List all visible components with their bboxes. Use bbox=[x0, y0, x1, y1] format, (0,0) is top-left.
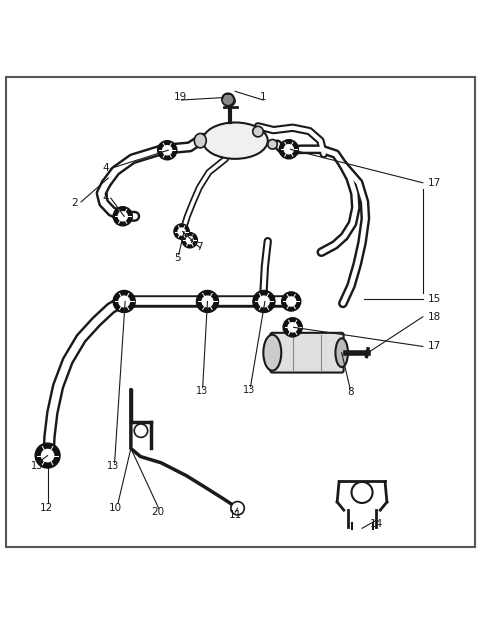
Text: 17: 17 bbox=[428, 178, 441, 188]
Text: 2: 2 bbox=[72, 198, 78, 208]
Circle shape bbox=[174, 224, 189, 239]
Text: 1: 1 bbox=[260, 92, 266, 102]
Text: 11: 11 bbox=[228, 510, 242, 520]
Circle shape bbox=[222, 93, 234, 105]
Text: 7: 7 bbox=[188, 235, 194, 245]
Ellipse shape bbox=[268, 140, 277, 149]
Circle shape bbox=[283, 318, 302, 337]
Circle shape bbox=[35, 443, 60, 468]
Text: 10: 10 bbox=[109, 503, 122, 513]
Text: 12: 12 bbox=[39, 503, 53, 513]
FancyBboxPatch shape bbox=[270, 333, 344, 373]
Ellipse shape bbox=[336, 338, 348, 367]
Text: 8: 8 bbox=[347, 388, 353, 397]
Text: 14: 14 bbox=[370, 519, 383, 529]
Text: 13: 13 bbox=[107, 461, 120, 471]
Circle shape bbox=[284, 144, 294, 155]
Text: 4: 4 bbox=[103, 193, 109, 203]
Circle shape bbox=[253, 290, 275, 313]
Text: 13: 13 bbox=[243, 385, 256, 395]
Circle shape bbox=[282, 292, 301, 311]
Ellipse shape bbox=[253, 126, 263, 137]
Circle shape bbox=[226, 96, 235, 105]
Text: 13: 13 bbox=[30, 461, 43, 471]
Text: 19: 19 bbox=[174, 92, 187, 102]
Text: 20: 20 bbox=[151, 507, 164, 517]
Circle shape bbox=[178, 227, 186, 236]
Ellipse shape bbox=[194, 134, 206, 148]
Circle shape bbox=[231, 502, 244, 515]
Circle shape bbox=[118, 211, 128, 222]
Circle shape bbox=[202, 295, 214, 308]
Circle shape bbox=[186, 236, 194, 245]
Circle shape bbox=[258, 295, 270, 308]
Text: 18: 18 bbox=[428, 312, 441, 322]
Circle shape bbox=[162, 145, 172, 155]
Text: 5: 5 bbox=[174, 253, 181, 263]
Circle shape bbox=[134, 424, 148, 437]
Circle shape bbox=[113, 290, 135, 313]
Circle shape bbox=[157, 140, 177, 160]
Circle shape bbox=[113, 207, 132, 226]
Text: 13: 13 bbox=[195, 386, 208, 396]
Circle shape bbox=[286, 296, 297, 307]
Circle shape bbox=[118, 295, 130, 308]
Circle shape bbox=[288, 322, 298, 333]
Text: 17: 17 bbox=[428, 341, 441, 351]
Text: 4: 4 bbox=[103, 163, 109, 173]
Circle shape bbox=[351, 482, 372, 503]
Ellipse shape bbox=[264, 334, 281, 371]
Circle shape bbox=[196, 290, 218, 313]
Ellipse shape bbox=[203, 122, 268, 159]
Text: 15: 15 bbox=[428, 294, 441, 304]
Circle shape bbox=[182, 233, 197, 248]
Circle shape bbox=[41, 449, 54, 462]
Circle shape bbox=[279, 140, 299, 159]
Text: 7: 7 bbox=[196, 242, 203, 252]
